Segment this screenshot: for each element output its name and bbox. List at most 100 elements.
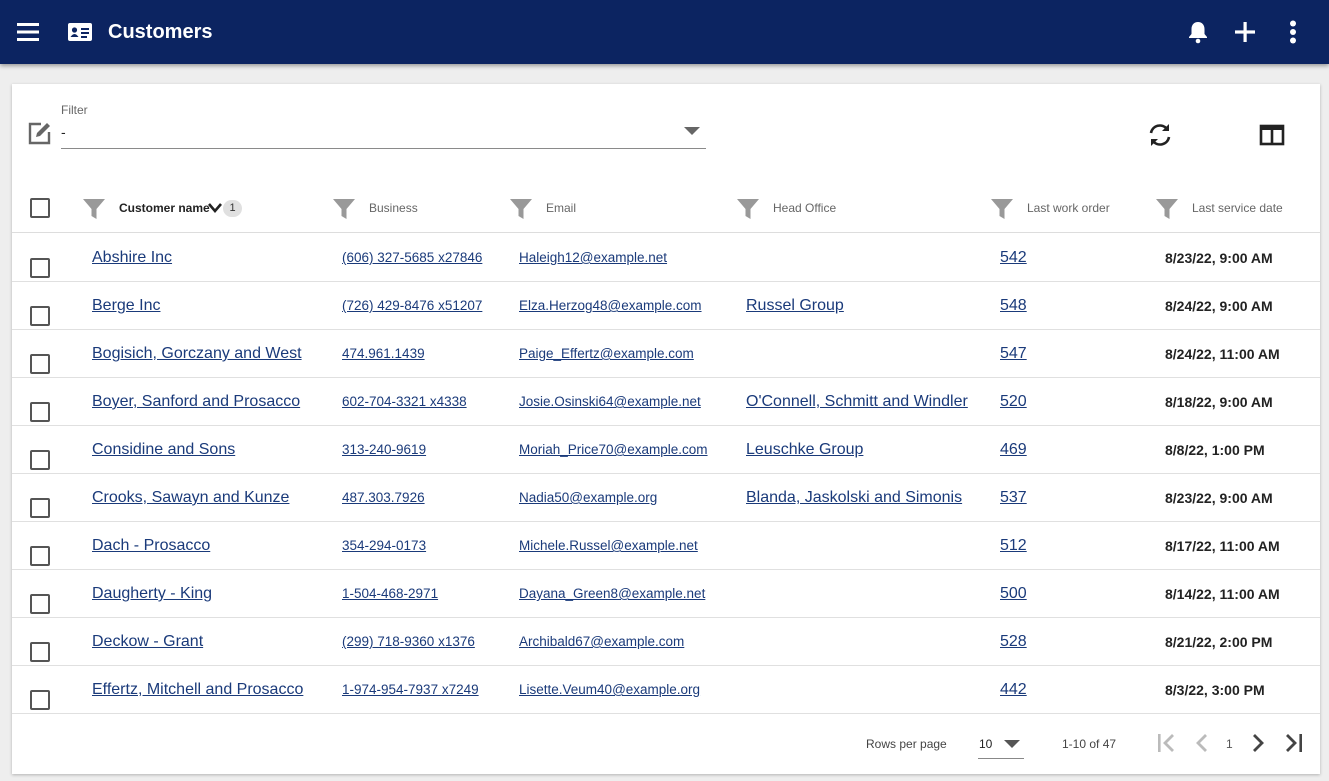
business-phone-link[interactable]: (606) 327-5685 x27846 [342, 250, 483, 265]
table-row: Boyer, Sanford and Prosacco 602-704-3321… [12, 378, 1320, 426]
dropdown-arrow-icon [684, 127, 700, 135]
business-phone-link[interactable]: 313-240-9619 [342, 442, 427, 457]
email-link[interactable]: Josie.Osinski64@example.net [519, 394, 701, 409]
email-link[interactable]: Moriah_Price70@example.com [519, 442, 708, 457]
business-phone-link[interactable]: 1-974-954-7937 x7249 [342, 682, 479, 697]
work-order-link[interactable]: 548 [1000, 297, 1027, 314]
customer-name-link[interactable]: Bogisich, Gorczany and West [92, 345, 302, 362]
view-columns-icon [1259, 124, 1285, 146]
row-checkbox[interactable] [30, 690, 50, 710]
sort-descending-icon[interactable] [208, 203, 222, 213]
edit-filter-button[interactable] [27, 120, 53, 146]
filter-funnel-icon[interactable] [1155, 197, 1179, 221]
customer-name-link[interactable]: Crooks, Sawayn and Kunze [92, 489, 290, 506]
row-checkbox[interactable] [30, 546, 50, 566]
email-link[interactable]: Paige_Effertz@example.com [519, 346, 694, 361]
email-link[interactable]: Michele.Russel@example.net [519, 538, 698, 553]
work-order-link[interactable]: 512 [1000, 537, 1027, 554]
page-title: Customers [108, 21, 213, 43]
column-header-head-office[interactable]: Head Office [773, 201, 837, 215]
customer-name-link[interactable]: Abshire Inc [92, 249, 173, 266]
last-service-date: 8/24/22, 9:00 AM [1165, 298, 1273, 314]
work-order-link[interactable]: 547 [1000, 345, 1027, 362]
work-order-link[interactable]: 500 [1000, 585, 1027, 602]
current-page: 1 [1226, 737, 1233, 751]
business-phone-link[interactable]: (726) 429-8476 x51207 [342, 298, 483, 313]
last-page-icon[interactable] [1284, 732, 1304, 754]
filter-funnel-icon[interactable] [332, 197, 356, 221]
rows-per-page-underline [978, 758, 1024, 759]
filter-funnel-icon[interactable] [736, 197, 760, 221]
business-phone-link[interactable]: 487.303.7926 [342, 490, 425, 505]
customer-name-link[interactable]: Deckow - Grant [92, 633, 204, 650]
columns-button[interactable] [1259, 123, 1285, 147]
table-row: Crooks, Sawayn and Kunze 487.303.7926 Na… [12, 474, 1320, 522]
more-menu-button[interactable] [1280, 0, 1306, 64]
filter-funnel-icon[interactable] [509, 197, 533, 221]
row-checkbox[interactable] [30, 402, 50, 422]
email-link[interactable]: Archibald67@example.com [519, 634, 685, 649]
business-phone-link[interactable]: 602-704-3321 x4338 [342, 394, 467, 409]
column-header-customer-name[interactable]: Customer name [119, 201, 210, 215]
next-page-icon[interactable] [1250, 732, 1268, 754]
customer-name-link[interactable]: Berge Inc [92, 297, 161, 314]
work-order-link[interactable]: 537 [1000, 489, 1027, 506]
row-checkbox[interactable] [30, 642, 50, 662]
head-office-link[interactable]: Russel Group [746, 297, 844, 314]
work-order-link[interactable]: 469 [1000, 441, 1027, 458]
customer-name-link[interactable]: Boyer, Sanford and Prosacco [92, 393, 301, 410]
menu-button[interactable] [10, 0, 46, 64]
add-button[interactable] [1231, 0, 1259, 64]
email-link[interactable]: Nadia50@example.org [519, 490, 658, 505]
business-phone-link[interactable]: 1-504-468-2971 [342, 586, 439, 601]
row-checkbox[interactable] [30, 258, 50, 278]
last-service-date: 8/24/22, 11:00 AM [1165, 346, 1280, 362]
bell-icon [1189, 22, 1207, 44]
row-checkbox[interactable] [30, 498, 50, 518]
more-vertical-icon [1290, 20, 1296, 44]
customer-name-link[interactable]: Daugherty - King [92, 585, 213, 602]
business-phone-link[interactable]: 354-294-0173 [342, 538, 427, 553]
work-order-link[interactable]: 442 [1000, 681, 1027, 698]
work-order-link[interactable]: 542 [1000, 249, 1027, 266]
row-checkbox[interactable] [30, 306, 50, 326]
previous-page-icon[interactable] [1192, 732, 1210, 754]
customer-name-link[interactable]: Dach - Prosacco [92, 537, 211, 554]
email-link[interactable]: Haleigh12@example.net [519, 250, 668, 265]
rows-per-page-label: Rows per page [866, 737, 947, 751]
column-header-email[interactable]: Email [546, 201, 577, 215]
table-row: Dach - Prosacco 354-294-0173 Michele.Rus… [12, 522, 1320, 570]
last-service-date: 8/23/22, 9:00 AM [1165, 490, 1273, 506]
head-office-link[interactable]: Blanda, Jaskolski and Simonis [746, 489, 963, 506]
first-page-icon[interactable] [1156, 732, 1176, 754]
column-header-business[interactable]: Business [369, 201, 418, 215]
sort-order-badge: 1 [223, 200, 242, 217]
row-checkbox[interactable] [30, 354, 50, 374]
customer-name-link[interactable]: Effertz, Mitchell and Prosacco [92, 681, 304, 698]
email-link[interactable]: Lisette.Veum40@example.org [519, 682, 701, 697]
customer-name-link[interactable]: Considine and Sons [92, 441, 236, 458]
email-link[interactable]: Elza.Herzog48@example.com [519, 298, 702, 313]
filter-funnel-icon[interactable] [82, 197, 106, 221]
work-order-link[interactable]: 520 [1000, 393, 1027, 410]
customers-card: Filter - Customer name 1 Business Email … [12, 84, 1320, 774]
column-header-last-service-date[interactable]: Last service date [1192, 201, 1283, 215]
head-office-link[interactable]: Leuschke Group [746, 441, 864, 458]
email-link[interactable]: Dayana_Green8@example.net [519, 586, 706, 601]
refresh-icon [1149, 124, 1171, 146]
refresh-button[interactable] [1146, 121, 1174, 149]
work-order-link[interactable]: 528 [1000, 633, 1027, 650]
business-phone-link[interactable]: 474.961.1439 [342, 346, 425, 361]
dropdown-arrow-icon [1004, 740, 1020, 748]
column-header-last-work-order[interactable]: Last work order [1027, 201, 1110, 215]
business-phone-link[interactable]: (299) 718-9360 x1376 [342, 634, 475, 649]
app-bar: Customers [0, 0, 1329, 64]
notifications-button[interactable] [1184, 0, 1212, 64]
row-checkbox[interactable] [30, 594, 50, 614]
last-service-date: 8/23/22, 9:00 AM [1165, 250, 1273, 266]
select-all-checkbox[interactable] [30, 198, 50, 218]
head-office-link[interactable]: O'Connell, Schmitt and Windler [746, 393, 968, 410]
table-row: Berge Inc (726) 429-8476 x51207 Elza.Her… [12, 282, 1320, 330]
filter-funnel-icon[interactable] [990, 197, 1014, 221]
row-checkbox[interactable] [30, 450, 50, 470]
